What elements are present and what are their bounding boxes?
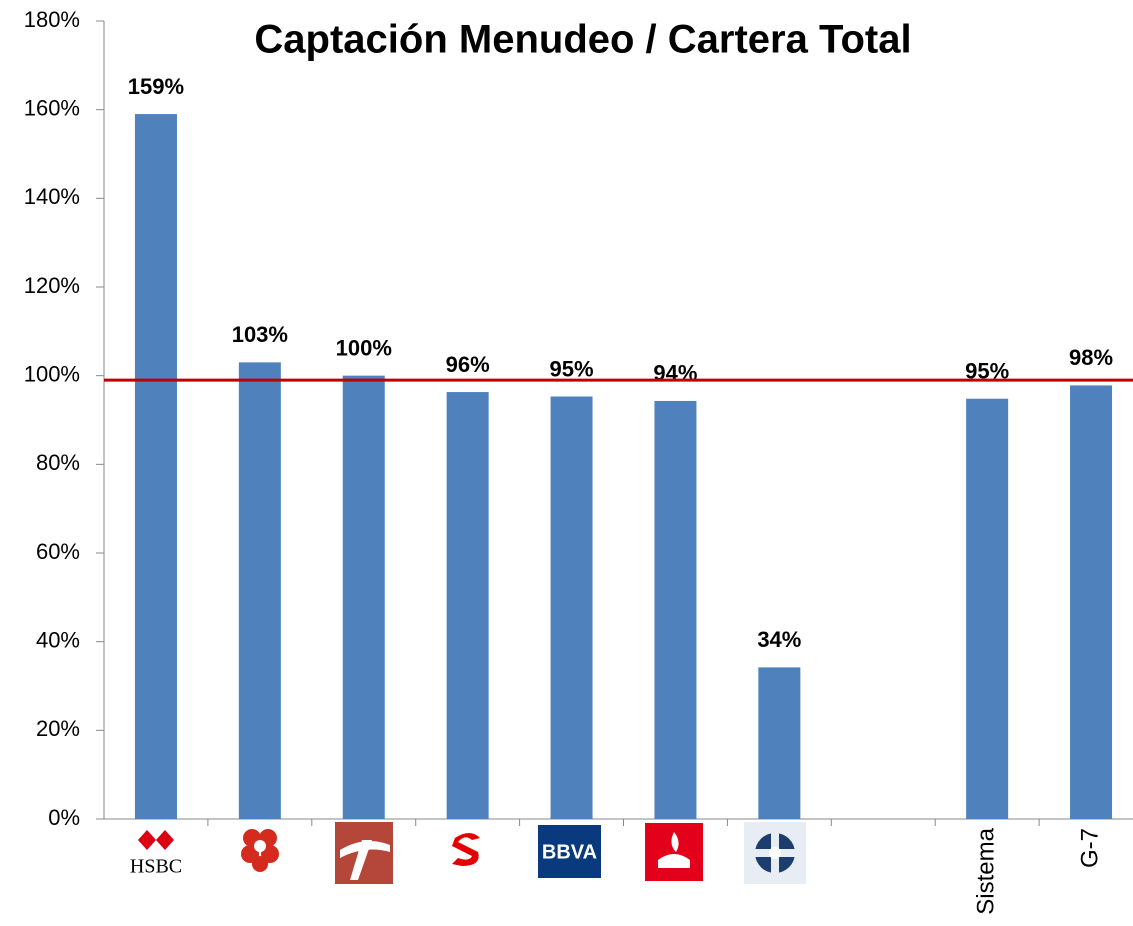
category-label: G-7 — [1076, 828, 1103, 868]
banamex-logo — [335, 822, 393, 884]
bar — [446, 392, 489, 819]
bar — [550, 396, 593, 819]
y-tick-label: 0% — [48, 805, 80, 830]
chart-title: Captación Menudeo / Cartera Total — [254, 18, 911, 62]
y-tick-label: 20% — [36, 716, 80, 741]
y-tick-label: 40% — [36, 627, 80, 652]
data-label: 159% — [128, 74, 184, 99]
bar — [134, 114, 177, 820]
bar — [654, 400, 697, 819]
bar — [1070, 385, 1113, 819]
y-tick-label: 140% — [24, 184, 80, 209]
category-label: HSBC — [130, 856, 182, 878]
banorte-logo — [241, 829, 279, 872]
y-tick-label: 120% — [24, 273, 80, 298]
category-label: BBVA — [542, 841, 597, 863]
data-label: 96% — [446, 352, 490, 377]
santander-logo — [645, 823, 703, 881]
data-label: 95% — [550, 356, 594, 381]
bar — [342, 375, 385, 819]
bar — [966, 398, 1009, 819]
y-tick-label: 100% — [24, 361, 80, 386]
category-label: Sistema — [972, 827, 999, 914]
y-tick-label: 180% — [24, 7, 80, 32]
y-tick-label: 160% — [24, 95, 80, 120]
data-label: 98% — [1069, 345, 1113, 370]
y-tick-label: 60% — [36, 539, 80, 564]
hsbc-logo: HSBC — [130, 830, 182, 878]
inbursa-logo — [744, 822, 806, 884]
bbva-logo: BBVA — [538, 825, 601, 878]
bar — [238, 362, 281, 819]
y-tick-label: 80% — [36, 450, 80, 475]
data-label: 34% — [757, 627, 801, 652]
data-label: 100% — [336, 335, 392, 360]
bar — [758, 667, 801, 819]
data-label: 94% — [653, 361, 697, 386]
data-label: 103% — [232, 322, 288, 347]
scotiabank-logo — [452, 833, 480, 866]
